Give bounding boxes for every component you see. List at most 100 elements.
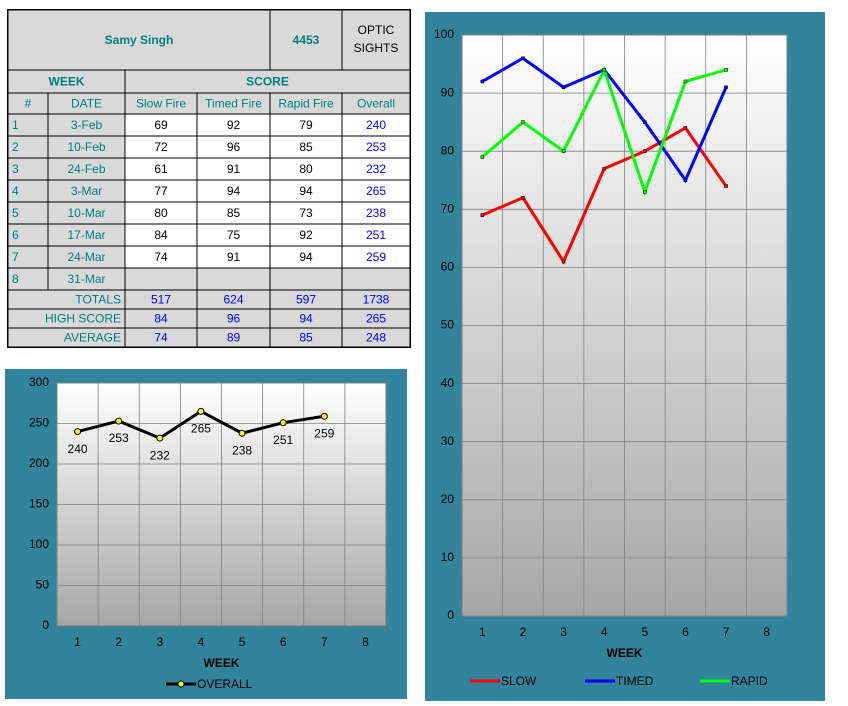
y-tick-label: 200	[29, 456, 49, 470]
cell-text: 7	[12, 250, 19, 264]
summary-value: 265	[366, 312, 386, 326]
cell-text: 3-Mar	[71, 184, 102, 198]
x-tick-label: 4	[198, 635, 205, 649]
x-tick-label: 2	[115, 635, 122, 649]
cell	[269, 267, 343, 291]
column-header: Rapid Fire	[278, 97, 334, 111]
summary-label: HIGH SCORE	[45, 312, 121, 326]
legend-label: TIMED	[616, 674, 654, 688]
data-label: 265	[191, 422, 211, 436]
cell-text: 10-Mar	[67, 206, 105, 220]
y-tick-label: 20	[441, 492, 455, 506]
data-label: 240	[68, 442, 88, 456]
point	[480, 155, 485, 159]
x-tick-label: 5	[641, 625, 648, 639]
x-tick-label: 1	[74, 635, 81, 649]
x-axis-label: WEEK	[607, 646, 643, 660]
column-header: Overall	[357, 97, 395, 111]
cell-text: 73	[299, 206, 313, 220]
point	[724, 85, 728, 90]
x-tick-label: 1	[479, 625, 486, 639]
cell-text: 17-Mar	[67, 228, 105, 242]
summary-label: AVERAGE	[64, 331, 121, 345]
y-tick-label: 50	[36, 578, 50, 592]
point	[238, 429, 246, 437]
cell-text: 69	[154, 118, 168, 132]
summary-label: TOTALS	[75, 293, 121, 307]
point	[521, 120, 525, 124]
x-tick-label: 2	[520, 625, 527, 639]
x-tick-label: 6	[280, 635, 287, 649]
point	[683, 178, 688, 182]
cell-text: 240	[366, 118, 386, 132]
y-tick-label: 70	[441, 201, 455, 215]
group-header: WEEK	[49, 75, 85, 89]
y-tick-label: 250	[29, 416, 49, 430]
cell-text: 91	[227, 250, 241, 264]
y-tick-label: 40	[441, 376, 455, 390]
cell-text: 251	[366, 228, 386, 242]
point	[643, 190, 647, 194]
cell-text: 94	[299, 250, 313, 264]
y-tick-label: 10	[441, 550, 455, 564]
point	[521, 56, 525, 60]
x-tick-label: 7	[723, 625, 730, 639]
summary-value: 94	[299, 312, 313, 326]
x-tick-label: 8	[763, 625, 770, 639]
cell-text: 80	[154, 206, 168, 220]
y-tick-label: 50	[441, 318, 455, 332]
summary-value: 1738	[363, 293, 390, 307]
cell-text: 265	[366, 184, 386, 198]
group-header: SCORE	[246, 75, 289, 89]
summary-value: 84	[154, 312, 168, 326]
cell-text: 80	[299, 162, 313, 176]
data-label: 259	[314, 426, 334, 440]
cell-text: 10-Feb	[67, 140, 105, 154]
y-tick-label: 100	[29, 537, 49, 551]
legend-label: SLOW	[501, 674, 537, 688]
x-tick-label: 8	[362, 635, 369, 649]
legend-label: OVERALL	[197, 677, 253, 691]
cell	[7, 9, 271, 71]
shooter-name: Samy Singh	[105, 33, 174, 47]
point	[480, 79, 485, 84]
cell-text: 31-Mar	[67, 272, 105, 286]
cell-text: 4	[12, 184, 19, 198]
cell-text: 94	[299, 184, 313, 198]
summary-value: 85	[299, 331, 313, 345]
point	[643, 149, 647, 153]
shooter-id: 4453	[293, 33, 320, 47]
cell-text: 1	[12, 118, 19, 132]
y-tick-label: 90	[441, 85, 455, 99]
summary-value: 517	[151, 293, 171, 307]
cell	[269, 9, 343, 71]
point	[724, 184, 728, 188]
cell-text: 77	[154, 184, 168, 198]
column-header: DATE	[71, 97, 102, 111]
point	[561, 149, 566, 153]
point	[74, 428, 82, 436]
cell-text: 5	[12, 206, 19, 220]
y-tick-label: 300	[29, 375, 49, 389]
y-tick-label: 0	[447, 608, 454, 622]
cell-text: 75	[227, 228, 241, 242]
point	[279, 419, 287, 427]
cell	[341, 327, 411, 348]
cell-text: 2	[12, 140, 19, 154]
cell-text: 8	[12, 272, 19, 286]
cell-text: 3	[12, 162, 19, 176]
y-tick-label: 60	[441, 260, 455, 274]
point	[724, 68, 728, 72]
summary-value: 248	[366, 331, 386, 345]
column-header: Timed Fire	[205, 97, 262, 111]
sights-line: SIGHTS	[354, 41, 399, 55]
x-tick-label: 3	[560, 625, 567, 639]
data-label: 232	[150, 448, 170, 462]
point	[561, 85, 566, 90]
summary-value: 96	[227, 312, 241, 326]
cell-text: 61	[154, 162, 168, 176]
point	[602, 68, 606, 72]
point	[683, 79, 688, 84]
point	[602, 166, 606, 171]
